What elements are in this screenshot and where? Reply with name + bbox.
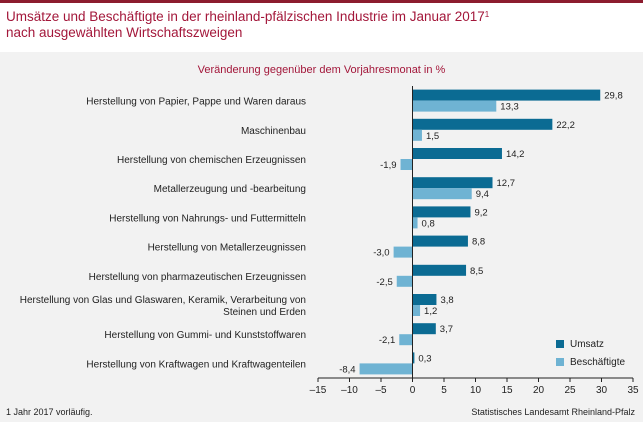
data-label: 9,4 [476,189,489,200]
bar-beschaeftigte [412,305,421,316]
legend-item-umsatz: Umsatz [556,335,625,353]
bar-umsatz [412,89,601,101]
bar-umsatz [412,352,415,364]
data-label: 14,2 [506,149,524,160]
data-label: 1,2 [424,306,437,317]
data-label: -8,4 [339,364,355,375]
bar-umsatz [412,148,502,159]
bar-umsatz [412,206,471,218]
data-label: 8,5 [470,266,483,277]
chart-subtitle: Veränderung gegenüber dem Vorjahresmonat… [197,64,446,76]
data-label: 3,7 [440,324,453,335]
legend-item-beschaeftigte: Beschäftigte [556,353,625,371]
data-label: -2,5 [376,277,392,288]
bar-umsatz [412,323,436,335]
bar-beschaeftigte [399,334,413,346]
data-label: 8,8 [472,237,485,248]
data-label: 1,5 [426,131,439,142]
category-label: Herstellung von Kraftwagen und Kraftwage… [86,359,306,370]
data-label: -2,1 [379,335,395,346]
bar-beschaeftigte [412,129,422,141]
legend-label-umsatz: Umsatz [570,338,604,350]
title-text-1: Umsätze und Beschäftigte in der rheinlan… [6,9,485,24]
data-label: 0,3 [418,353,431,364]
bar-beschaeftigte [359,363,413,375]
x-tick-label: 20 [533,385,545,396]
x-tick-label: –10 [341,385,358,396]
category-label: Herstellung von Glas und Glaswaren, Kera… [20,295,306,306]
bar-beschaeftigte [400,159,413,170]
chart-panel [0,52,643,422]
source-note: Statistisches Landesamt Rheinland-Pfalz [471,407,635,417]
data-label: 0,8 [422,218,435,229]
bar-beschaeftigte [393,246,413,258]
bar-umsatz [412,177,493,189]
chart-title: Umsätze und Beschäftigte in der rheinlan… [6,9,636,41]
x-tick-label: –5 [375,385,387,396]
x-tick-label: 15 [501,385,513,396]
bar-beschaeftigte [396,275,413,287]
data-label: 3,8 [440,295,453,306]
x-tick-label: 25 [564,385,576,396]
category-label: Herstellung von Nahrungs- und Futtermitt… [109,213,306,224]
x-tick-label: 10 [470,385,482,396]
x-tick-label: 5 [441,385,447,396]
legend-label-beschaeftigte: Beschäftigte [570,356,626,368]
category-label: Maschinenbau [241,126,306,137]
legend: Umsatz Beschäftigte [556,335,625,371]
bar-umsatz [412,294,437,305]
bar-umsatz [412,235,468,247]
bar-umsatz [412,118,553,130]
top-accent-bar [0,0,643,3]
category-label: Herstellung von pharmazeutischen Erzeugn… [89,272,306,283]
legend-swatch-umsatz [556,340,564,348]
category-label: Herstellung von chemischen Erzeugnissen [117,155,306,166]
category-label: Herstellung von Gummi- und Kunststoffwar… [104,330,306,341]
data-label: 12,7 [497,178,516,189]
data-label: 13,3 [500,102,519,113]
footnote: 1 Jahr 2017 vorläufig. [6,407,93,417]
x-tick-label: 0 [410,385,416,396]
data-label: -1,9 [380,160,396,171]
data-label: 9,2 [474,207,487,218]
legend-swatch-beschaeftigte [556,358,564,366]
data-label: 22,2 [556,120,575,131]
category-label: Herstellung von Papier, Pappe und Waren … [86,97,306,108]
x-tick-label: 30 [596,385,608,396]
bar-beschaeftigte [412,188,472,200]
category-label: Herstellung von Metallerzeugnissen [148,243,306,254]
data-label: -3,0 [373,248,389,259]
bar-beschaeftigte [412,100,497,112]
title-line-2: nach ausgewählten Wirtschaftszweigen [6,25,243,40]
data-label: 29,8 [604,91,623,102]
x-tick-label: –15 [310,385,327,396]
bar-beschaeftigte [412,217,418,229]
x-tick-label: 35 [627,385,639,396]
bar-umsatz [412,264,467,276]
title-line-1: Umsätze und Beschäftigte in der rheinlan… [6,9,636,25]
category-label: Metallerzeugung und -bearbeitung [154,184,306,195]
title-footnote-mark: 1 [484,10,490,19]
category-label: Steinen und Erden [223,307,306,318]
